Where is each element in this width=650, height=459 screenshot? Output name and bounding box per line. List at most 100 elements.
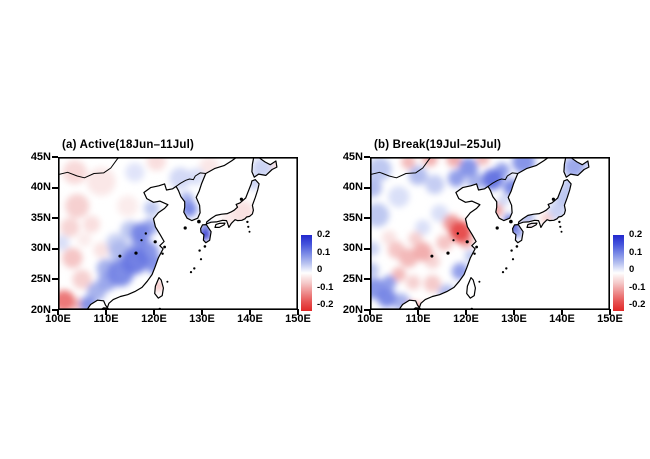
y-tick-label: 25N <box>342 272 363 285</box>
island-dot <box>560 230 563 233</box>
x-tick-label: 140E <box>549 313 575 325</box>
x-tick-label: 150E <box>285 313 311 325</box>
coastline <box>205 179 260 228</box>
y-axis-tick <box>52 247 58 250</box>
x-tick-label: 120E <box>141 313 167 325</box>
coastline <box>200 224 212 244</box>
x-axis-tick <box>249 309 251 315</box>
island-dot <box>183 226 187 230</box>
x-axis-tick <box>297 309 299 315</box>
island-dot <box>199 258 203 261</box>
island-dot <box>452 239 455 242</box>
coastline <box>398 157 550 310</box>
coastline <box>214 222 226 228</box>
colorbar-label: -0.1 <box>629 281 646 293</box>
panel-title: (b) Break(19Jul–25Jul) <box>374 139 502 151</box>
colorbar <box>301 235 312 311</box>
y-tick-label: 30N <box>30 242 51 255</box>
island-dot <box>118 254 122 258</box>
panel-b-map: (b) Break(19Jul–25Jul) 45N 100E 40N 110E 35N 1… <box>343 139 646 325</box>
coastline <box>370 157 432 179</box>
y-tick-label: 45N <box>342 150 363 163</box>
map-svg <box>370 157 610 310</box>
x-tick-label: 130E <box>501 313 527 325</box>
x-tick-label: 110E <box>405 313 431 325</box>
y-axis-tick <box>364 186 370 189</box>
x-tick-label: 120E <box>453 313 479 325</box>
x-axis-tick <box>57 309 59 315</box>
plot-frame <box>370 157 610 310</box>
coastline <box>487 172 518 187</box>
coastline <box>154 277 164 299</box>
y-tick-label: 30N <box>342 242 363 255</box>
plot-frame <box>58 157 298 310</box>
map-svg <box>58 157 298 310</box>
coastline <box>526 222 538 228</box>
x-axis-tick <box>201 309 203 315</box>
coastline <box>563 157 590 178</box>
island-dot <box>475 245 478 249</box>
island-dot <box>510 249 513 252</box>
island-dot <box>501 271 505 274</box>
y-axis-tick <box>364 217 370 220</box>
x-tick-label: 100E <box>357 313 383 325</box>
x-axis-tick <box>609 309 611 315</box>
island-dot <box>144 232 147 235</box>
y-axis-tick <box>364 278 370 281</box>
y-tick-label: 25N <box>30 272 51 285</box>
x-axis-tick <box>105 309 107 315</box>
y-tick-label: 35N <box>342 211 363 224</box>
island-dot <box>193 267 196 270</box>
y-axis-tick <box>364 309 370 311</box>
colorbar-label: 0.1 <box>629 246 643 258</box>
x-tick-label: 140E <box>237 313 263 325</box>
island-dot <box>140 239 143 242</box>
x-axis-tick <box>561 309 563 315</box>
island-dot <box>203 245 207 248</box>
island-dot <box>478 280 481 283</box>
colorbar-label: 0.2 <box>629 229 643 240</box>
panel-title: (a) Active(18Jun–11Jul) <box>62 139 195 151</box>
x-axis-tick <box>465 309 467 315</box>
island-dot <box>161 252 164 255</box>
colorbar-label: 0.1 <box>317 246 331 258</box>
y-axis-tick <box>52 217 58 220</box>
island-dot <box>430 254 434 258</box>
island-dot <box>509 219 513 224</box>
x-tick-label: 150E <box>597 313 623 325</box>
colorbar-label: 0 <box>317 264 323 276</box>
island-dot <box>248 230 251 233</box>
y-tick-label: 40N <box>30 181 51 194</box>
island-dot <box>246 220 249 224</box>
x-axis-tick <box>417 309 419 315</box>
panel-a-map: (a) Active(18Jun–11Jul) 45N 100E 40N 110E 35N… <box>31 139 334 325</box>
island-dot <box>473 252 476 255</box>
colorbar-label: -0.2 <box>317 299 334 311</box>
x-tick-label: 110E <box>93 313 119 325</box>
y-axis-tick <box>52 156 58 158</box>
island-dot <box>505 267 508 270</box>
island-dot <box>134 251 138 255</box>
y-axis-tick <box>52 309 58 311</box>
coastline <box>517 179 572 228</box>
x-tick-label: 130E <box>189 313 215 325</box>
y-tick-label: 20N <box>30 303 51 316</box>
island-dot <box>153 240 157 244</box>
island-dot <box>515 245 519 248</box>
island-dot <box>166 280 169 283</box>
coastline <box>86 157 238 310</box>
island-dot <box>163 245 166 249</box>
coastline <box>175 172 206 187</box>
y-axis-tick <box>52 278 58 281</box>
colorbar-label: 0.2 <box>317 229 331 240</box>
y-axis-tick <box>52 186 58 189</box>
colorbar-label: -0.2 <box>629 299 646 311</box>
island-dot <box>198 249 201 252</box>
island-dot <box>239 197 243 201</box>
island-dot <box>551 197 555 201</box>
island-dot <box>197 219 201 224</box>
y-tick-label: 40N <box>342 181 363 194</box>
coastline <box>466 277 476 299</box>
island-dot <box>558 220 561 224</box>
